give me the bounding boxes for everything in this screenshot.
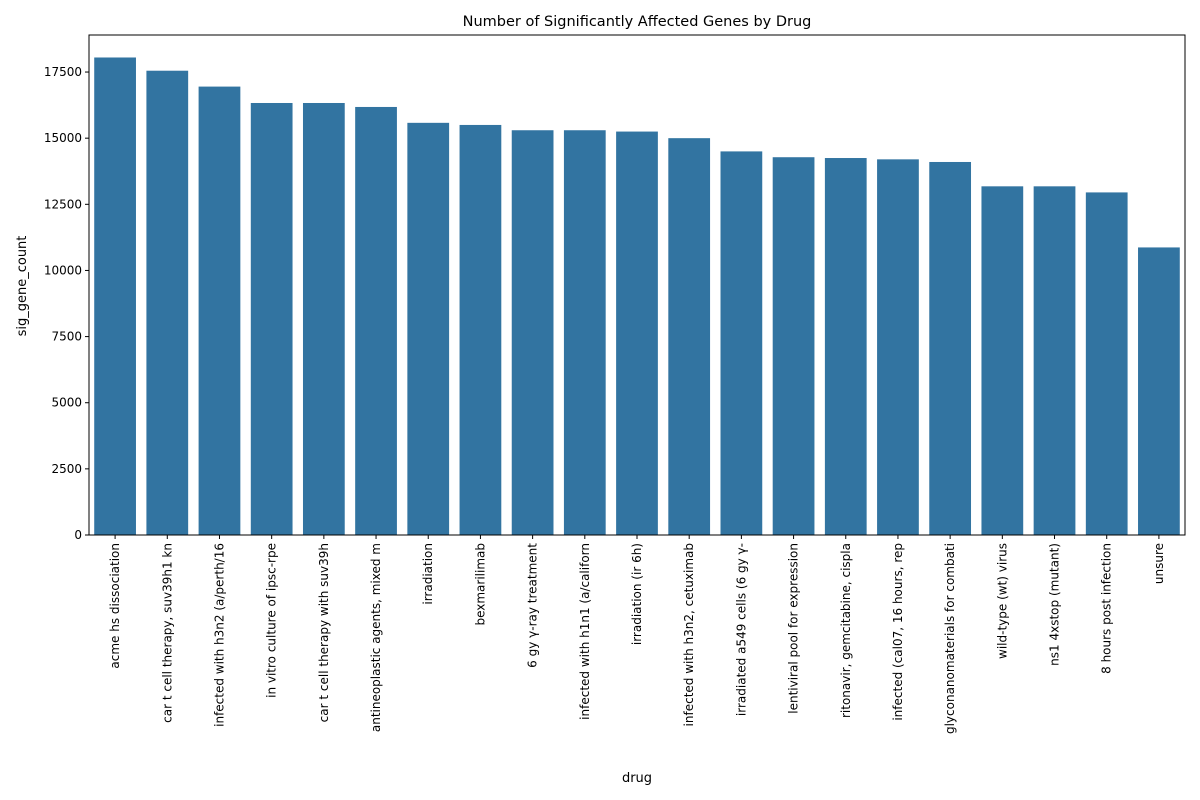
y-axis: 0 2500 5000 7500 10000 12500 15000 17500 — [44, 65, 89, 542]
plot-area — [88, 34, 1186, 536]
x-tick-label: glyconanomaterials for combati — [943, 543, 957, 734]
bar — [407, 122, 450, 535]
bar — [511, 130, 554, 536]
x-tick-label: infected (cal07, 16 hours, rep — [891, 543, 905, 721]
x-tick-label: 8 hours post infection — [1100, 543, 1114, 674]
x-tick-label: 6 gy γ-ray treatment — [526, 543, 540, 668]
x-tick-label: in vitro culture of ipsc-rpe — [265, 543, 279, 698]
x-tick-label: infected with h1n1 (a/californ — [578, 543, 592, 720]
bar — [563, 130, 606, 536]
bar — [146, 70, 189, 536]
bar — [824, 158, 867, 535]
bar — [981, 186, 1024, 535]
chart-title: Number of Significantly Affected Genes b… — [463, 14, 812, 30]
y-axis-title: sig_gene_count — [15, 236, 30, 337]
y-tick-label: 0 — [74, 528, 82, 542]
x-tick-label: irradiated a549 cells (6 gy γ- — [734, 543, 748, 716]
y-tick-label: 10000 — [44, 263, 82, 277]
bar — [459, 124, 502, 535]
x-tick-label: lentiviral pool for expression — [787, 543, 801, 714]
bar — [250, 102, 293, 536]
y-tick-label: 17500 — [44, 65, 82, 79]
x-tick-label: unsure — [1152, 543, 1166, 584]
bar — [1085, 192, 1128, 535]
y-tick-label: 5000 — [51, 396, 82, 410]
x-tick-label: irradiation (ir 6h) — [630, 543, 644, 645]
bar — [94, 57, 136, 536]
x-tick-label: infected with h3n2, cetuximab — [682, 543, 696, 726]
bar — [929, 161, 972, 536]
x-axis-title: drug — [622, 771, 652, 786]
bar — [877, 159, 919, 535]
x-tick-label: wild-type (wt) virus — [995, 543, 1009, 659]
x-tick-label: bexmarilimab — [473, 543, 487, 626]
x-tick-label: irradiation — [421, 543, 435, 605]
y-tick-label: 12500 — [44, 197, 82, 211]
x-tick-label: ritonavir, gemcitabine, cispla — [839, 543, 853, 718]
bar — [720, 151, 763, 535]
bar — [616, 131, 658, 535]
bar — [302, 102, 345, 536]
bar — [1033, 186, 1076, 535]
y-tick-label: 2500 — [51, 462, 82, 476]
bar — [668, 138, 711, 536]
bar — [355, 106, 397, 536]
x-tick-label: infected with h3n2 (a/perth/16 — [212, 543, 226, 727]
y-tick-label: 7500 — [51, 330, 82, 344]
x-axis: acme hs dissociation car t cell therapy, … — [108, 535, 1166, 734]
y-tick-label: 15000 — [44, 131, 82, 145]
x-tick-label: antineoplastic agents, mixed m — [369, 543, 383, 732]
bar — [772, 157, 815, 535]
bar — [198, 86, 241, 535]
x-tick-label: ns1 4xstop (mutant) — [1048, 543, 1062, 666]
x-tick-label: car t cell therapy, suv39h1 kn — [160, 543, 174, 723]
x-tick-label: acme hs dissociation — [108, 543, 122, 669]
bar — [1138, 247, 1180, 535]
x-tick-label: car t cell therapy with suv39h — [317, 543, 331, 722]
